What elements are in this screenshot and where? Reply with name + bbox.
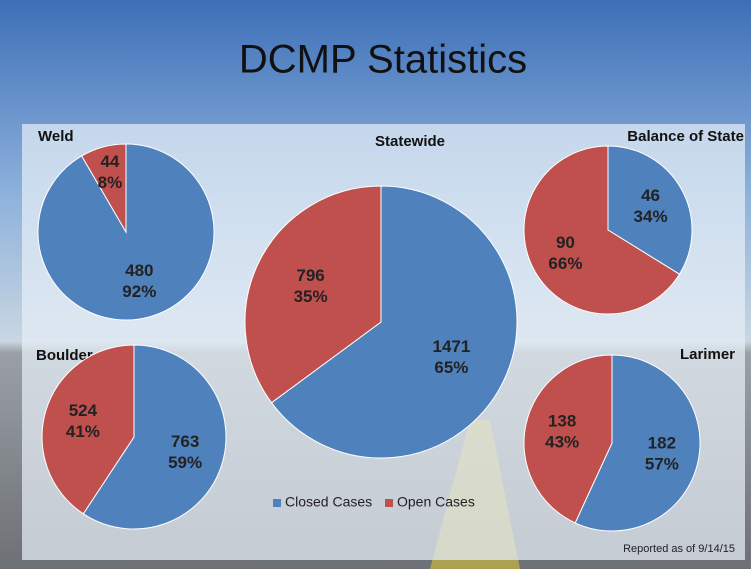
slice-percent: 8% — [98, 173, 123, 192]
slide-title: DCMP Statistics — [239, 38, 527, 82]
legend-swatch — [385, 499, 393, 507]
slice-percent: 34% — [634, 207, 668, 226]
pie-title: Statewide — [375, 133, 445, 150]
slice-value: 763 — [171, 432, 199, 451]
slice-value: 138 — [548, 412, 576, 431]
slice-percent: 66% — [548, 254, 582, 273]
slice-percent: 41% — [66, 422, 100, 441]
slice-value: 44 — [100, 152, 119, 171]
legend-swatch — [273, 499, 281, 507]
slice-percent: 57% — [645, 454, 679, 473]
slice-value: 46 — [641, 186, 660, 205]
slice-value: 182 — [648, 433, 676, 452]
slice-percent: 92% — [122, 282, 156, 301]
footnote: Reported as of 9/14/15 — [623, 543, 735, 555]
slice-value: 480 — [125, 261, 153, 280]
slice-value: 524 — [69, 401, 98, 420]
slice-percent: 59% — [168, 453, 202, 472]
legend-label: Open Cases — [397, 494, 475, 510]
pie-title: Balance of State — [627, 128, 744, 145]
slice-percent: 35% — [294, 287, 328, 306]
pie-title: Larimer — [680, 346, 735, 363]
pie-title: Weld — [38, 128, 74, 145]
slice-value: 796 — [296, 266, 324, 285]
legend-label: Closed Cases — [285, 494, 372, 510]
slice-value: 90 — [556, 233, 575, 252]
slice-value: 1471 — [432, 337, 470, 356]
slide: DCMP Statistics Reported as of 9/14/15 W… — [0, 0, 751, 569]
slice-percent: 65% — [434, 358, 468, 377]
slice-percent: 43% — [545, 433, 579, 452]
